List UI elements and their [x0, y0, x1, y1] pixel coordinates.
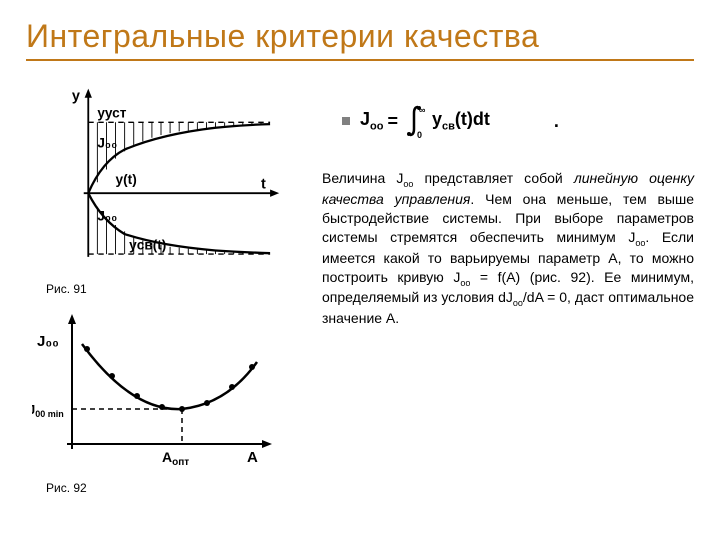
title-underline	[26, 59, 694, 61]
fig91-t-label: t	[261, 177, 266, 193]
fig91-yt-label: y(t)	[116, 172, 137, 187]
bullet-icon	[342, 117, 350, 125]
fig91-yust-label: yуст	[97, 106, 126, 121]
figure-92-chart: J₀₀ J00 min Аопт А	[32, 304, 282, 474]
formula-row: Jоо = ∞ 0 yсв(t)dt .	[342, 103, 694, 139]
fig91-y-label: y	[72, 88, 80, 104]
fig92-caption: Рис. 92	[46, 481, 306, 495]
body-paragraph: Величина Jоо представляет собой линейную…	[322, 169, 694, 328]
fig92-aopt: Аопт	[162, 449, 189, 468]
figure-91-chart: y yуст J₀₀ y(t) t J₀₀ yсв(t)	[26, 75, 296, 275]
text-column: Jоо = ∞ 0 yсв(t)dt . Величина	[322, 75, 694, 495]
svg-text:0: 0	[417, 130, 422, 139]
fig92-j00min: J00 min	[32, 402, 64, 419]
fig91-j00-bottom: J₀₀	[97, 208, 117, 223]
formula: Jоо = ∞ 0 yсв(t)dt .	[360, 103, 559, 139]
formula-integrand: yсв(t)dt	[432, 109, 490, 133]
fig91-j00-top: J₀₀	[97, 136, 117, 151]
integral-icon: ∞ 0	[402, 103, 428, 139]
content-area: y yуст J₀₀ y(t) t J₀₀ yсв(t) Рис. 91	[26, 75, 694, 495]
fig91-caption: Рис. 91	[46, 282, 306, 296]
svg-text:∞: ∞	[419, 105, 426, 115]
fig92-j00: J₀₀	[37, 333, 59, 350]
fig92-a: А	[247, 449, 258, 466]
slide-title: Интегральные критерии качества	[26, 18, 694, 55]
formula-lhs: Jоо	[360, 109, 383, 133]
formula-eq: =	[387, 111, 398, 132]
formula-period: .	[554, 111, 559, 132]
fig91-ysv-label: yсв(t)	[129, 238, 166, 253]
figures-column: y yуст J₀₀ y(t) t J₀₀ yсв(t) Рис. 91	[26, 75, 306, 495]
